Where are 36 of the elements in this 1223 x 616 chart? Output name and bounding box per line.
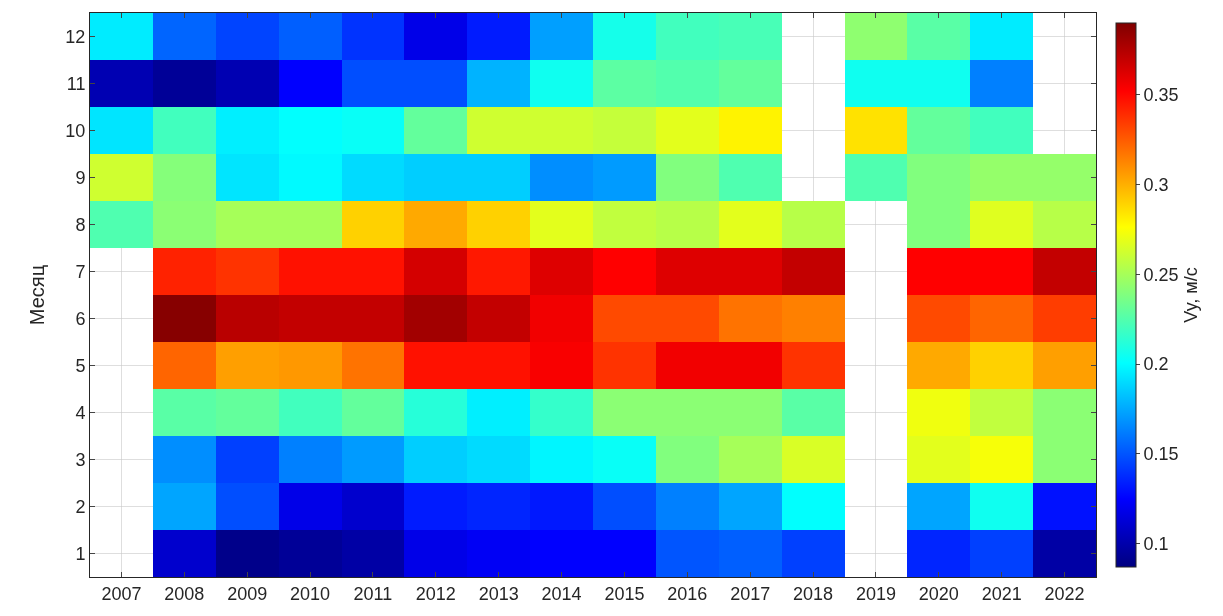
y-tick-label: 9: [75, 167, 86, 188]
x-tick-label: 2012: [415, 583, 456, 604]
color-bar-label: 0.1: [1143, 533, 1169, 554]
x-tick-label: 2015: [604, 583, 645, 604]
x-tick-label: 2011: [353, 583, 393, 604]
x-tick-label: 2010: [290, 583, 331, 604]
y-tick-label: 7: [75, 261, 86, 282]
color-bar-label: 0.35: [1143, 85, 1179, 106]
y-tick-label: 12: [65, 26, 86, 47]
y-tick-label: 10: [65, 120, 86, 141]
color-bar-label: 0.15: [1143, 444, 1179, 465]
x-tick-label: 2018: [793, 583, 834, 604]
color-bar-title: Vy, м/с: [1180, 267, 1201, 323]
x-tick-label: 2020: [918, 583, 959, 604]
y-tick-label: 2: [75, 496, 86, 517]
y-axis-title: Месяц: [25, 264, 48, 326]
y-tick-label: 4: [75, 402, 86, 423]
x-tick-label: 2013: [478, 583, 519, 604]
x-tick-label: 2022: [1044, 583, 1085, 604]
color-bar-label: 0.3: [1143, 174, 1169, 195]
color-bar-label: 0.2: [1143, 354, 1169, 375]
y-tick-label: 5: [75, 355, 86, 376]
x-tick-label: 2008: [164, 583, 205, 604]
y-tick-label: 6: [75, 308, 86, 329]
x-tick-label: 2014: [541, 583, 582, 604]
y-tick-label: 8: [75, 214, 86, 235]
color-bar-label: 0.25: [1143, 264, 1179, 285]
x-tick-label: 2021: [981, 583, 1022, 604]
x-tick-label: 2019: [855, 583, 896, 604]
x-tick-label: 2016: [667, 583, 708, 604]
x-tick-label: 2017: [730, 583, 771, 604]
y-tick-label: 1: [75, 543, 86, 564]
x-tick-label: 2009: [227, 583, 268, 604]
y-tick-label: 3: [75, 449, 86, 470]
x-tick-label: 2007: [101, 583, 142, 604]
y-tick-label: 11: [66, 73, 86, 94]
